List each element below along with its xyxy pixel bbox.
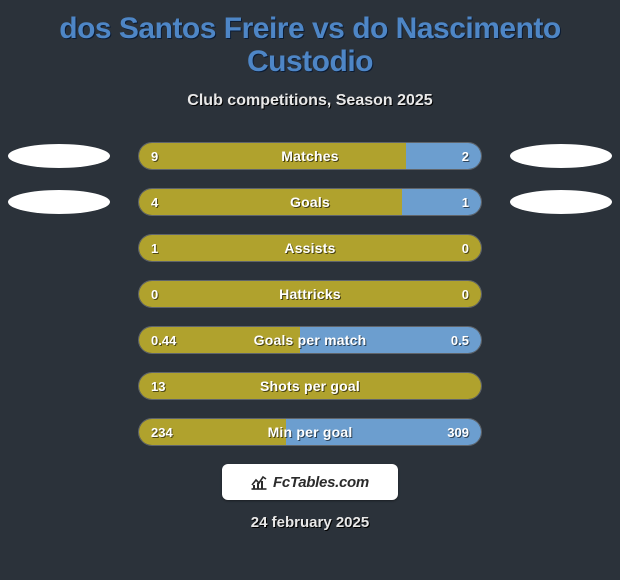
stat-row: 234309Min per goal [0, 418, 620, 446]
stat-left-value: 0 [139, 281, 457, 307]
player-left-badge [8, 144, 110, 168]
stat-left-value: 234 [139, 419, 286, 445]
stat-bar: 92Matches [138, 142, 482, 170]
stat-row: 41Goals [0, 188, 620, 216]
stat-right-value: 0.5 [300, 327, 481, 353]
stat-bar: 234309Min per goal [138, 418, 482, 446]
stat-bar: 0.440.5Goals per match [138, 326, 482, 354]
stat-bar: 13Shots per goal [138, 372, 482, 400]
stats-area: 92Matches 41Goals 10Assists 00Hattricks 0.44… [0, 142, 620, 446]
stat-left-value: 13 [139, 373, 457, 399]
brand-badge: FcTables.com [222, 464, 398, 500]
brand-text: FcTables.com [273, 474, 369, 491]
stat-right-value: 2 [406, 143, 481, 169]
stat-bar: 41Goals [138, 188, 482, 216]
stat-left-value: 9 [139, 143, 406, 169]
stat-left-value: 4 [139, 189, 402, 215]
player-right-badge [510, 190, 612, 214]
stat-right-value: 1 [402, 189, 481, 215]
stat-row: 00Hattricks [0, 280, 620, 308]
stat-right-value: 309 [286, 419, 481, 445]
player-left-badge [8, 190, 110, 214]
stat-right-value: 0 [457, 281, 481, 307]
stat-row: 0.440.5Goals per match [0, 326, 620, 354]
stat-left-value: 0.44 [139, 327, 300, 353]
stat-row: 10Assists [0, 234, 620, 262]
stat-right-value [457, 373, 481, 399]
stat-bar: 10Assists [138, 234, 482, 262]
date-line: 24 february 2025 [0, 514, 620, 531]
chart-icon [251, 474, 267, 490]
stat-row: 92Matches [0, 142, 620, 170]
player-right-badge [510, 144, 612, 168]
stat-row: 13Shots per goal [0, 372, 620, 400]
stat-bar: 00Hattricks [138, 280, 482, 308]
stat-right-value: 0 [457, 235, 481, 261]
stat-left-value: 1 [139, 235, 457, 261]
subtitle: Club competitions, Season 2025 [0, 92, 620, 110]
page-title: dos Santos Freire vs do Nascimento Custo… [0, 0, 620, 78]
